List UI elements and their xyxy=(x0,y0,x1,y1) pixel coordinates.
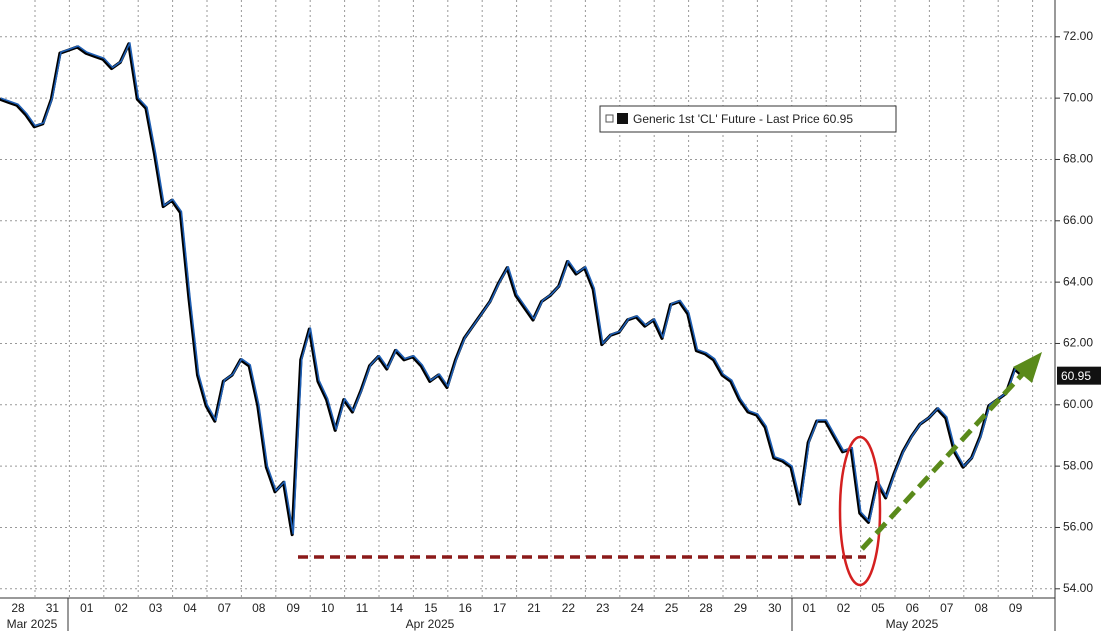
y-tick-label: 72.00 xyxy=(1063,29,1093,43)
x-tick-label: 28 xyxy=(11,601,25,615)
y-tick-label: 70.00 xyxy=(1063,90,1093,104)
x-tick-label: 05 xyxy=(871,601,885,615)
x-tick-label: 31 xyxy=(46,601,60,615)
y-tick-label: 56.00 xyxy=(1063,520,1093,534)
x-tick-label: 11 xyxy=(356,601,369,615)
x-tick-label: 07 xyxy=(218,601,232,615)
x-tick-label: 16 xyxy=(459,601,473,615)
month-label: May 2025 xyxy=(886,617,939,631)
y-tick-label: 60.00 xyxy=(1063,397,1093,411)
x-tick-label: 15 xyxy=(424,601,438,615)
x-tick-label: 23 xyxy=(596,601,610,615)
y-tick-label: 54.00 xyxy=(1063,581,1093,595)
y-tick-label: 66.00 xyxy=(1063,213,1093,227)
grid xyxy=(0,0,1055,598)
x-tick-label: 03 xyxy=(149,601,163,615)
x-tick-label: 17 xyxy=(493,601,507,615)
x-tick-label: 29 xyxy=(734,601,748,615)
month-label: Mar 2025 xyxy=(7,617,58,631)
x-tick-label: 01 xyxy=(803,601,817,615)
highlight-ellipse xyxy=(838,435,882,587)
y-tick-label: 58.00 xyxy=(1063,458,1093,472)
x-tick-label: 09 xyxy=(1009,601,1023,615)
x-tick-label: 14 xyxy=(390,601,404,615)
x-tick-label: 06 xyxy=(906,601,920,615)
x-tick-label: 10 xyxy=(321,601,335,615)
x-tick-label: 04 xyxy=(183,601,197,615)
y-tick-label: 62.00 xyxy=(1063,336,1093,350)
month-label: Apr 2025 xyxy=(406,617,455,631)
series-line xyxy=(0,42,1025,535)
x-tick-label: 07 xyxy=(940,601,954,615)
legend-swatch xyxy=(617,113,628,124)
legend-box xyxy=(599,105,897,133)
x-tick-label: 24 xyxy=(631,601,645,615)
last-price-label: 60.95 xyxy=(1061,369,1091,383)
x-tick-label: 30 xyxy=(768,601,782,615)
y-tick-label: 68.00 xyxy=(1063,152,1093,166)
x-tick-label: 28 xyxy=(699,601,713,615)
x-tick-label: 02 xyxy=(115,601,129,615)
x-tick-label: 09 xyxy=(287,601,301,615)
plot xyxy=(0,42,1025,537)
x-tick-label: 01 xyxy=(80,601,94,615)
y-tick-label: 64.00 xyxy=(1063,274,1093,288)
x-tick-label: 22 xyxy=(562,601,576,615)
last-price-tag xyxy=(1057,366,1101,385)
legend: Generic 1st 'CL' Future - Last Price 60.… xyxy=(599,105,897,133)
x-tick-label: 08 xyxy=(252,601,266,615)
legend-toggle xyxy=(605,114,614,123)
trend-arrow-head xyxy=(1013,352,1042,383)
x-tick-label: 08 xyxy=(975,601,989,615)
x-tick-label: 25 xyxy=(665,601,679,615)
x-tick-label: 21 xyxy=(527,601,541,615)
legend-label: Generic 1st 'CL' Future - Last Price 60.… xyxy=(633,112,853,126)
x-tick-label: 02 xyxy=(837,601,851,615)
